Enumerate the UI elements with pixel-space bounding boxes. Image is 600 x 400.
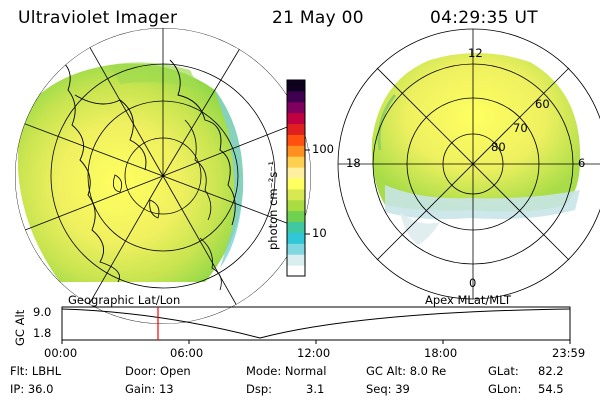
dsp-value: 3.1: [306, 382, 325, 396]
colorbar-tick-100: 100: [312, 142, 334, 156]
time-label: 04:29:35 UT: [430, 8, 538, 28]
color-bar-segment: [287, 123, 305, 135]
x-tick-4: 23:59: [552, 346, 586, 360]
seq-info: Seq: 39: [366, 382, 410, 396]
color-bar-segment: [287, 156, 305, 168]
mode-info: Mode: Normal: [246, 364, 327, 378]
color-bar-segment: [287, 178, 305, 190]
altitude-y-top: 9.0: [33, 305, 52, 319]
colorbar-unit-label: photon cm⁻²s⁻¹: [266, 161, 280, 250]
dsp-label: Dsp:: [246, 382, 273, 396]
glon-value: 54.5: [538, 382, 564, 396]
mlt-12-label: 12: [468, 46, 483, 60]
glon-label: GLon:: [488, 382, 522, 396]
color-bar-segment: [287, 145, 305, 157]
magnetic-map: [337, 28, 600, 300]
geographic-map: [15, 28, 311, 324]
x-tick-0: 00:00: [44, 346, 78, 360]
color-bar-segment: [287, 112, 305, 125]
color-bar-segment: [287, 80, 305, 92]
mlt-0-label: 0: [469, 276, 477, 290]
ip-info: IP: 36.0: [10, 382, 54, 396]
altitude-curve: [61, 308, 571, 339]
altitude-y-bottom: 1.8: [33, 326, 52, 340]
door-info: Door: Open: [125, 364, 191, 378]
color-bar-segment: [287, 265, 305, 277]
altitude-plot-frame: [61, 306, 571, 341]
altitude-axis-label: GC Alt: [13, 309, 27, 346]
geographic-frame-label: Geographic Lat/Lon: [68, 293, 181, 307]
mlt-18-label: 18: [346, 156, 361, 170]
x-tick-2: 12:00: [297, 346, 331, 360]
gain-info: Gain: 13: [125, 382, 174, 396]
mlat-80-label: 80: [491, 140, 506, 154]
magnetic-frame-label: Apex MLat/MLT: [425, 293, 512, 307]
color-bar-segment: [287, 243, 305, 255]
mlt-6-label: 6: [578, 156, 586, 170]
color-bar-segment: [287, 254, 305, 266]
x-tick-3: 18:00: [424, 346, 458, 360]
color-bar-segment: [287, 90, 305, 103]
filter-info: Flt: LBHL: [10, 364, 62, 378]
mlat-60-label: 60: [535, 97, 550, 111]
color-bar-frame: [286, 79, 306, 277]
color-bar: [287, 80, 305, 277]
instrument-title: Ultraviolet Imager: [18, 8, 178, 28]
colorbar-tick-10: 10: [312, 226, 327, 240]
mlat-70-label: 70: [513, 121, 528, 135]
color-bar-segment: [287, 101, 305, 114]
color-bar-segment: [287, 221, 305, 233]
color-bar-segment: [287, 210, 305, 223]
glat-label: GLat:: [488, 364, 519, 378]
x-tick-1: 06:00: [170, 346, 204, 360]
gc-alt-info: GC Alt: 8.0 Re: [366, 364, 447, 378]
date-label: 21 May 00: [272, 8, 364, 28]
color-bar-segment: [287, 188, 305, 201]
color-bar-segment: [287, 167, 305, 179]
glat-value: 82.2: [538, 364, 564, 378]
color-bar-segment: [287, 232, 305, 244]
color-bar-segment: [287, 199, 305, 212]
color-bar-segment: [287, 134, 305, 146]
